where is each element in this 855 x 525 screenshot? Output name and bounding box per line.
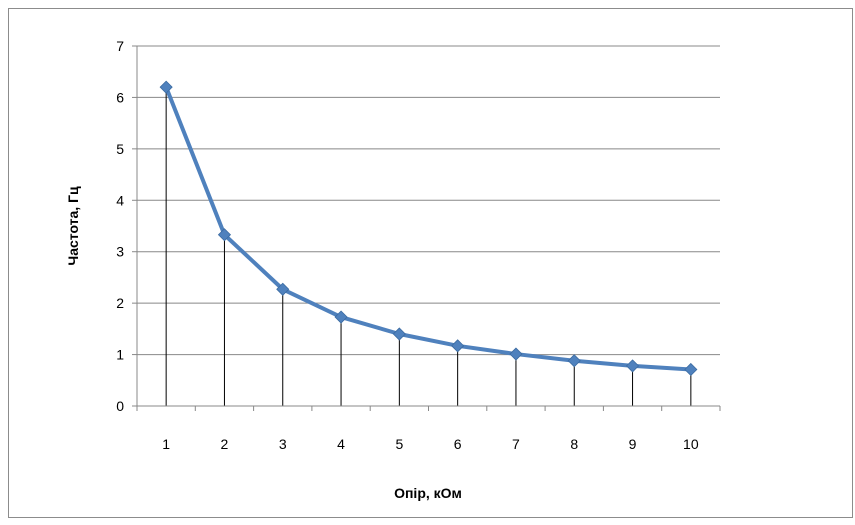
y-axis-title: Частота, Гц — [65, 186, 81, 266]
drop-lines — [165, 87, 692, 406]
data-point — [567, 354, 581, 368]
x-tick-label: 2 — [221, 436, 229, 452]
x-tick-labels: 1 2 3 4 5 6 7 8 9 10 — [162, 436, 699, 452]
x-tick-label: 6 — [454, 436, 462, 452]
y-tick-label: 2 — [116, 295, 124, 311]
y-tick-label: 5 — [116, 141, 124, 157]
data-point — [509, 347, 523, 361]
x-tick-label: 4 — [337, 436, 345, 452]
y-tick-label: 3 — [116, 244, 124, 260]
y-tick-label: 1 — [116, 347, 124, 363]
data-point — [392, 327, 406, 341]
y-tick-label: 0 — [116, 398, 124, 414]
y-tick-label: 7 — [116, 38, 124, 54]
x-tick-label: 7 — [512, 436, 520, 452]
x-tick-label: 8 — [570, 436, 578, 452]
chart-border — [8, 8, 853, 518]
x-axis-title: Опір, кОм — [394, 485, 462, 501]
data-point — [334, 310, 348, 324]
data-point — [684, 362, 698, 377]
x-tick-label: 9 — [629, 436, 637, 452]
y-tick-label: 6 — [116, 89, 124, 105]
series-line — [164, 85, 693, 372]
data-point — [217, 228, 232, 242]
data-point — [159, 80, 173, 94]
data-point — [451, 339, 465, 353]
gridlines — [137, 45, 720, 356]
x-tick-label: 5 — [395, 436, 403, 452]
x-tick-label: 10 — [683, 436, 699, 452]
x-tick-label: 1 — [162, 436, 170, 452]
axes — [132, 45, 721, 411]
data-point — [625, 359, 640, 373]
data-point — [276, 282, 290, 296]
series-layer — [159, 80, 698, 377]
x-tick-label: 3 — [279, 436, 287, 452]
y-tick-label: 4 — [116, 192, 124, 208]
y-tick-labels: 0 1 2 3 4 5 6 7 — [116, 38, 124, 414]
